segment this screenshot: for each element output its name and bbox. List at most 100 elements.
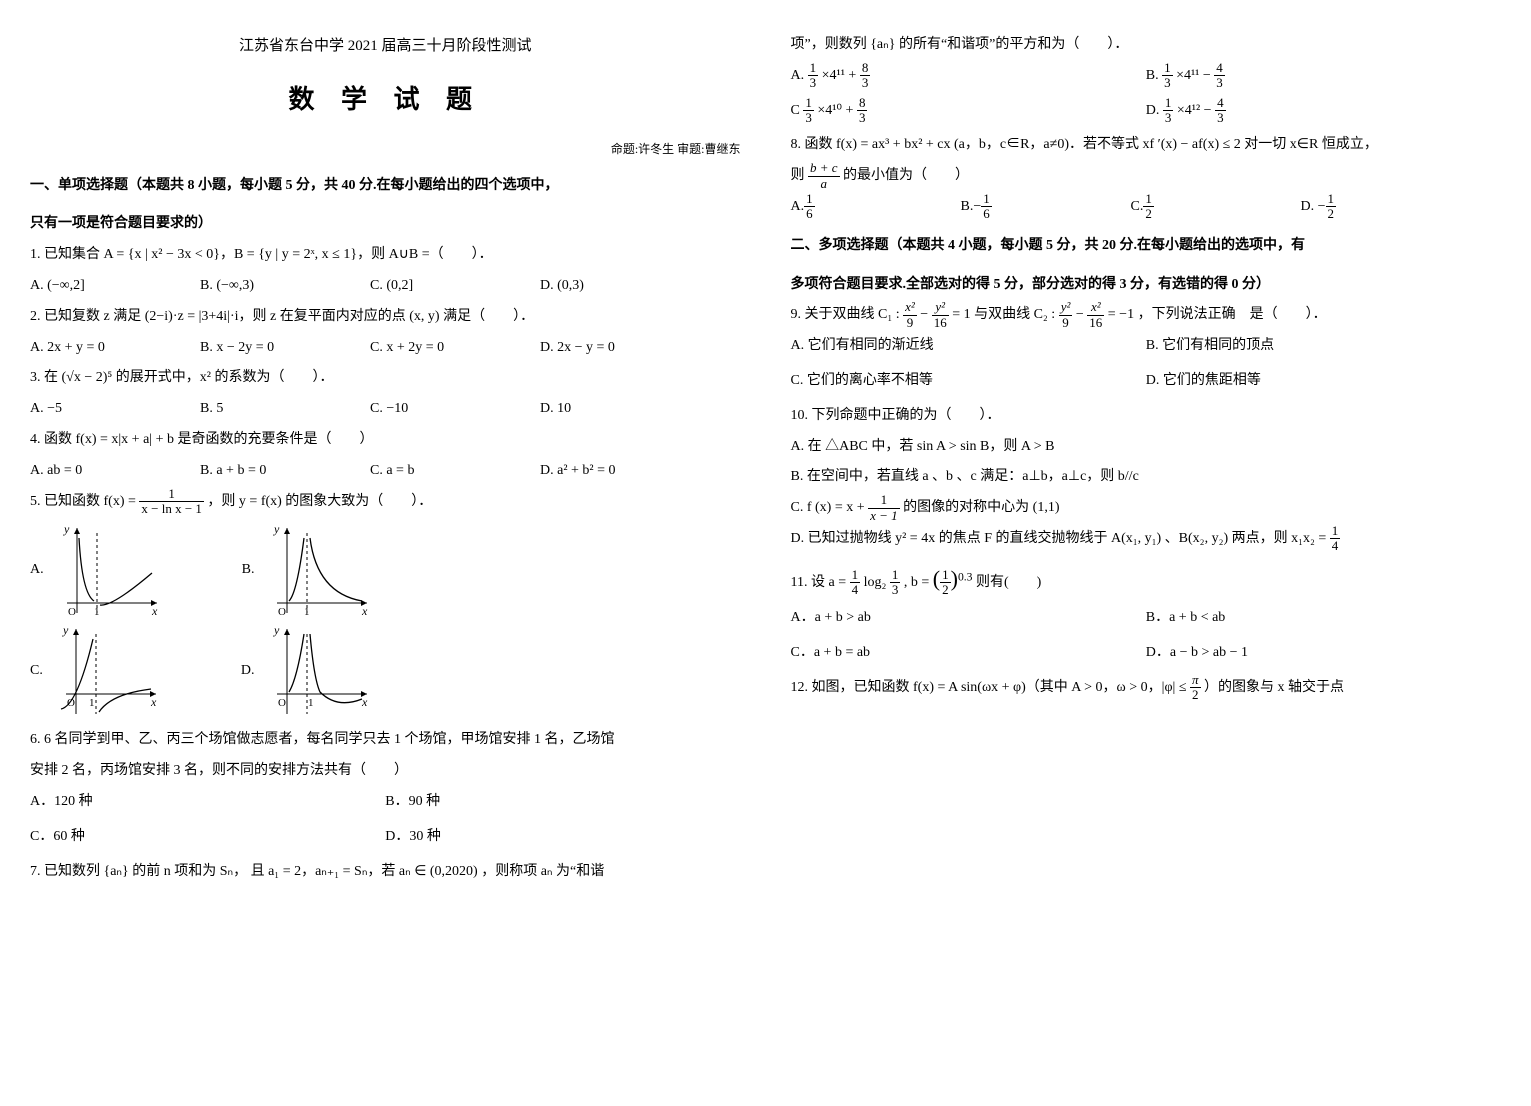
- section2-heading-1: 二、多项选择题（本题共 4 小题，每小题 5 分，共 20 分.在每小题给出的选…: [791, 231, 1502, 262]
- q3-options: A. −5 B. 5 C. −10 D. 10: [30, 394, 741, 425]
- q8-options: A.16 B.−16 C.12 D. −12: [791, 192, 1502, 223]
- q11-stem: 11. 设 a = 14 log₂ 13 , b = (12)0.3 则有( ): [791, 555, 1502, 603]
- q8-opt-b: B.−16: [961, 192, 1081, 223]
- svg-text:y: y: [273, 624, 280, 637]
- q10-opt-c: C. f (x) = x + 1x − 1 的图像的对称中心为 (1,1): [791, 493, 1502, 524]
- q2-opt-c: C. x + 2y = 0: [370, 333, 490, 364]
- q6-opt-b: B．90 种: [385, 787, 740, 818]
- q2-opt-a: A. 2x + y = 0: [30, 333, 150, 364]
- q5-stem-prefix: 5. 已知函数 f(x) =: [30, 494, 139, 509]
- q7-options: A. 13 ×4¹¹ + 83 B. 13 ×4¹¹ − 43 C 13 ×4¹…: [791, 61, 1502, 131]
- q11-options: A．a + b > ab B．a + b < ab C．a + b = ab D…: [791, 603, 1502, 673]
- q10-opt-a: A. 在 △ABC 中，若 sin A > sin B，则 A > B: [791, 432, 1502, 463]
- q4-opt-b: B. a + b = 0: [200, 456, 320, 487]
- q4-opt-d: D. a² + b² = 0: [540, 456, 660, 487]
- svg-text:O: O: [278, 697, 286, 709]
- q11-opt-b: B．a + b < ab: [1146, 603, 1501, 634]
- q6-opt-a: A．120 种: [30, 787, 385, 818]
- q10-opt-b: B. 在空间中，若直线 a 、b 、c 满足：a⊥b，a⊥c，则 b//c: [791, 462, 1502, 493]
- school-line: 江苏省东台中学 2021 届高三十月阶段性测试: [30, 30, 741, 63]
- q5-opt-d: D. y x O 1: [241, 624, 373, 719]
- q5-opt-d-label: D.: [241, 656, 255, 687]
- section1-heading-1: 一、单项选择题（本题共 8 小题，每小题 5 分，共 40 分.在每小题给出的四…: [30, 171, 741, 202]
- svg-text:x: x: [361, 604, 368, 618]
- q11-opt-d: D．a − b > ab − 1: [1146, 638, 1501, 669]
- q5-frac: 1 x − ln x − 1: [139, 487, 204, 517]
- q5-opt-b-label: B.: [242, 555, 255, 586]
- q5-opt-c: C. y x O 1: [30, 624, 161, 719]
- q7-opt-d: D. 13 ×4¹² − 43: [1146, 96, 1501, 127]
- graph-b: y x O 1: [262, 523, 372, 618]
- q3-stem: 3. 在 (√x − 2)⁵ 的展开式中，x² 的系数为（ ）．: [30, 363, 741, 394]
- q9-stem: 9. 关于双曲线 C₁ : x²9 − y²16 = 1 与双曲线 C₂ : y…: [791, 300, 1502, 331]
- q4-stem: 4. 函数 f(x) = x|x + a| + b 是奇函数的充要条件是（ ）: [30, 425, 741, 456]
- subtitle: 命题:许冬生 审题:曹继东: [30, 136, 741, 162]
- q5-stem: 5. 已知函数 f(x) = 1 x − ln x − 1 ，则 y = f(x…: [30, 487, 741, 518]
- svg-text:y: y: [63, 523, 70, 536]
- graph-a: y x O 1: [52, 523, 162, 618]
- q7-cont-stem: 项”，则数列 {aₙ} 的所有“和谐项”的平方和为（ ）．: [791, 30, 1502, 61]
- q5-graph-row2: C. y x O 1 D.: [30, 624, 741, 719]
- q6-opt-d: D．30 种: [385, 822, 740, 853]
- q1-options: A. (−∞,2] B. (−∞,3) C. (0,2] D. (0,3): [30, 271, 741, 302]
- q1-opt-d: D. (0,3): [540, 271, 660, 302]
- q1-opt-c: C. (0,2]: [370, 271, 490, 302]
- q6-opt-c: C．60 种: [30, 822, 385, 853]
- q5-opt-a-label: A.: [30, 555, 44, 586]
- q9-opt-c: C. 它们的离心率不相等: [791, 366, 1146, 397]
- right-column: 项”，则数列 {aₙ} 的所有“和谐项”的平方和为（ ）． A. 13 ×4¹¹…: [791, 30, 1502, 887]
- q5-opt-c-label: C.: [30, 656, 43, 687]
- q12-stem: 12. 如图，已知函数 f(x) = A sin(ωx + φ)（其中 A > …: [791, 673, 1502, 704]
- q9-opt-b: B. 它们有相同的顶点: [1146, 331, 1501, 362]
- q2-stem: 2. 已知复数 z 满足 (2−i)·z = |3+4i|·i，则 z 在复平面…: [30, 302, 741, 333]
- q9-opt-a: A. 它们有相同的渐近线: [791, 331, 1146, 362]
- q6-options: A．120 种 B．90 种 C．60 种 D．30 种: [30, 787, 741, 857]
- q11-opt-c: C．a + b = ab: [791, 638, 1146, 669]
- q9-options: A. 它们有相同的渐近线 B. 它们有相同的顶点 C. 它们的离心率不相等 D.…: [791, 331, 1502, 401]
- q9-opt-d: D. 它们的焦距相等: [1146, 366, 1501, 397]
- q1-opt-a: A. (−∞,2]: [30, 271, 150, 302]
- graph-c: y x O 1: [51, 624, 161, 719]
- q5-graph-row1: A. y x O 1 B.: [30, 523, 741, 618]
- svg-text:O: O: [278, 606, 286, 618]
- q5-opt-b: B. y x O 1: [242, 523, 373, 618]
- q1-stem: 1. 已知集合 A = {x | x² − 3x < 0}，B = {y | y…: [30, 240, 741, 271]
- svg-text:1: 1: [94, 606, 100, 618]
- section2-heading-2: 多项符合题目要求.全部选对的得 5 分，部分选对的得 3 分，有选错的得 0 分…: [791, 270, 1502, 301]
- svg-text:y: y: [62, 624, 69, 637]
- q4-opt-c: C. a = b: [370, 456, 490, 487]
- main-title: 数 学 试 题: [30, 71, 741, 128]
- q5-stem-suffix: ，则 y = f(x) 的图象大致为（ ）．: [207, 494, 432, 509]
- q7-opt-c: C 13 ×4¹⁰ + 83: [791, 96, 1146, 127]
- q5-opt-a: A. y x O 1: [30, 523, 162, 618]
- q1-opt-b: B. (−∞,3): [200, 271, 320, 302]
- q4-options: A. ab = 0 B. a + b = 0 C. a = b D. a² + …: [30, 456, 741, 487]
- left-column: 江苏省东台中学 2021 届高三十月阶段性测试 数 学 试 题 命题:许冬生 审…: [30, 30, 741, 887]
- q8-opt-a: A.16: [791, 192, 911, 223]
- graph-d: y x O 1: [262, 624, 372, 719]
- q3-opt-d: D. 10: [540, 394, 660, 425]
- q3-opt-b: B. 5: [200, 394, 320, 425]
- q3-opt-a: A. −5: [30, 394, 150, 425]
- svg-text:x: x: [150, 695, 157, 709]
- svg-text:O: O: [68, 606, 76, 618]
- svg-text:x: x: [361, 695, 368, 709]
- q8-stem2: 则 b + ca 的最小值为（ ）: [791, 161, 1502, 192]
- section1-heading-2: 只有一项是符合题目要求的）: [30, 209, 741, 240]
- svg-text:1: 1: [304, 606, 310, 618]
- q6-stem2: 安排 2 名，丙场馆安排 3 名，则不同的安排方法共有（ ）: [30, 756, 741, 787]
- svg-text:x: x: [151, 604, 158, 618]
- q6-stem1: 6. 6 名同学到甲、乙、丙三个场馆做志愿者，每名同学只去 1 个场馆，甲场馆安…: [30, 725, 741, 756]
- q3-opt-c: C. −10: [370, 394, 490, 425]
- q8-stem: 8. 函数 f(x) = ax³ + bx² + cx (a，b，c∈R，a≠0…: [791, 130, 1502, 161]
- q8-opt-c: C.12: [1131, 192, 1251, 223]
- q2-opt-b: B. x − 2y = 0: [200, 333, 320, 364]
- q11-opt-a: A．a + b > ab: [791, 603, 1146, 634]
- q2-opt-d: D. 2x − y = 0: [540, 333, 660, 364]
- q7-stem: 7. 已知数列 {aₙ} 的前 n 项和为 Sₙ， 且 a₁ = 2，aₙ₊₁ …: [30, 857, 741, 888]
- q8-opt-d: D. −12: [1301, 192, 1421, 223]
- svg-text:O: O: [67, 697, 75, 709]
- svg-text:1: 1: [308, 697, 314, 709]
- svg-text:y: y: [273, 523, 280, 536]
- q10-stem: 10. 下列命题中正确的为（ ）．: [791, 401, 1502, 432]
